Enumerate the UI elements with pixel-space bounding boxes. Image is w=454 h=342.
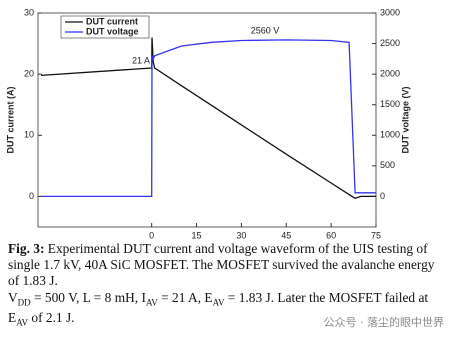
chart: 0 15 30 45 60 75 0 10 20 30 0 500 1000 1500 2000 2500 30…: [5, 7, 410, 252]
x-tick-label: 15: [192, 230, 202, 240]
y2-tick-label: 500: [380, 160, 395, 170]
watermark: 公众号 · 落尘的眼中世界: [323, 316, 445, 329]
caption-text: = 500 V, L = 8 mH, I: [30, 289, 146, 305]
caption-text: = 1.83 J. Later the MOSFET failed at E: [8, 289, 429, 326]
series-line: [41, 39, 376, 198]
y-tick-label: 0: [29, 191, 34, 201]
caption: Fig. 3: Experimental DUT current and vol…: [8, 241, 448, 331]
legend-label: DUT voltage: [86, 26, 139, 36]
subscript: AV: [145, 297, 158, 308]
y-axis-label: DUT current (A): [5, 86, 15, 153]
y2-tick-label: 0: [380, 191, 385, 201]
y2-tick-label: 2500: [380, 38, 400, 48]
y2-tick-label: 2000: [380, 69, 400, 79]
caption-text: V: [8, 289, 18, 305]
subscript: AV: [16, 318, 29, 329]
x-tick-label: 45: [281, 230, 291, 240]
y-tick-label: 30: [24, 7, 34, 17]
caption-label: Fig. 3:: [8, 241, 45, 256]
legend-label: DUT current: [86, 16, 138, 26]
annotation: 21 A: [132, 55, 150, 65]
annotation: 2560 V: [251, 25, 280, 35]
y-tick-label: 10: [24, 130, 34, 140]
caption-text: of 2.1 J.: [28, 310, 75, 326]
y2-tick-label: 1500: [380, 99, 400, 109]
y2-axis-label: DUT voltage (V): [400, 86, 410, 153]
y-tick-label: 20: [24, 69, 34, 79]
x-tick-label: 30: [236, 230, 246, 240]
caption-text: = 21 A, E: [157, 289, 213, 305]
plot-frame: [37, 12, 377, 228]
x-tick-label: 60: [326, 230, 336, 240]
subscript: DD: [17, 297, 31, 308]
subscript: AV: [212, 297, 225, 308]
caption-text: Experimental DUT current and voltage wav…: [8, 241, 435, 289]
series-line: [40, 37, 376, 200]
y2-tick-label: 1000: [380, 130, 400, 140]
x-tick-label: 0: [149, 230, 154, 240]
caption-params: VDD = 500 V, L = 8 mH, IAV = 21 A, EAV =…: [8, 289, 429, 329]
x-tick-label: 75: [371, 230, 381, 240]
y2-tick-label: 3000: [380, 7, 400, 17]
